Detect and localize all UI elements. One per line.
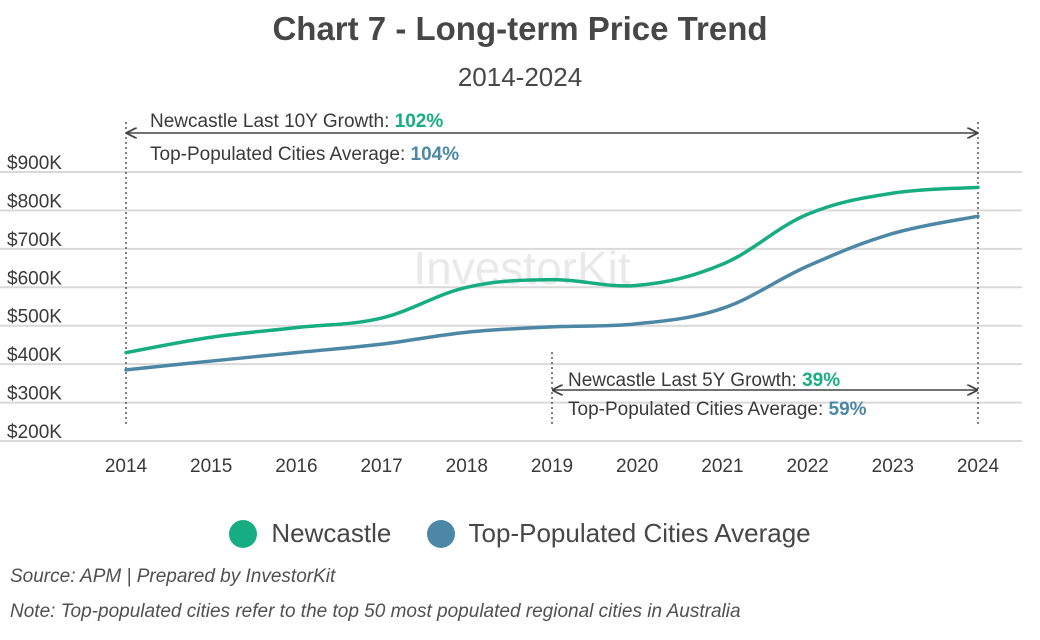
x-tick-label: 2017	[360, 456, 402, 477]
legend-marker-newcastle	[229, 519, 258, 548]
x-tick-label: 2018	[446, 456, 488, 477]
y-tick-label: $900K	[7, 153, 62, 174]
y-tick-label: $400K	[7, 345, 62, 366]
ten-year-cities-annotation: Top-Populated Cities Average: 104%	[150, 144, 459, 165]
y-tick-label: $200K	[7, 422, 62, 443]
footnote: Note: Top-populated cities refer to the …	[10, 601, 741, 622]
x-tick-label: 2021	[701, 456, 743, 477]
x-tick-label: 2019	[531, 456, 573, 477]
y-tick-label: $500K	[7, 307, 62, 328]
source-note: Source: APM | Prepared by InvestorKit	[10, 566, 336, 587]
ten-year-cities-annotation-label: Top-Populated Cities Average:	[150, 144, 411, 165]
y-tick-label: $800K	[7, 191, 62, 212]
y-tick-label: $300K	[7, 384, 62, 405]
five-year-newcastle-annotation-label: Newcastle Last 5Y Growth:	[568, 370, 802, 391]
five-year-cities-annotation: Top-Populated Cities Average: 59%	[568, 399, 867, 420]
y-tick-label: $700K	[7, 230, 62, 251]
x-tick-label: 2024	[957, 456, 1000, 477]
legend-label-newcastle: Newcastle	[271, 518, 392, 548]
legend: Newcastle Top-Populated Cities Average	[0, 518, 1040, 555]
chart-title: Chart 7 - Long-term Price Trend	[272, 10, 768, 47]
legend-item-cities: Top-Populated Cities Average	[426, 518, 811, 549]
series-line-cities	[124, 214, 980, 372]
ten-year-cities-annotation-value: 104%	[411, 144, 460, 165]
x-tick-label: 2015	[190, 456, 232, 477]
legend-item-newcastle: Newcastle	[229, 518, 391, 549]
y-tick-label: $600K	[7, 268, 62, 289]
legend-label-cities: Top-Populated Cities Average	[468, 518, 811, 548]
x-tick-label: 2023	[872, 456, 914, 477]
five-year-newcastle-annotation-value: 39%	[802, 370, 840, 391]
x-tick-label: 2016	[275, 456, 317, 477]
series-line-newcastle	[124, 185, 980, 355]
ten-year-newcastle-annotation-value: 102%	[395, 111, 444, 132]
line-chart: InvestorKit $200K $300K $400K $500K $600K $700…	[0, 111, 1022, 477]
watermark-text: InvestorKit	[413, 242, 631, 294]
five-year-cities-annotation-label: Top-Populated Cities Average:	[568, 399, 829, 420]
x-tick-label: 2020	[616, 456, 658, 477]
x-tick-label: 2022	[786, 456, 828, 477]
five-year-cities-annotation-value: 59%	[829, 399, 867, 420]
ten-year-newcastle-annotation: Newcastle Last 10Y Growth: 102%	[150, 111, 443, 132]
ten-year-newcastle-annotation-label: Newcastle Last 10Y Growth:	[150, 111, 395, 132]
five-year-newcastle-annotation: Newcastle Last 5Y Growth: 39%	[568, 370, 840, 391]
x-tick-label: 2014	[105, 456, 148, 477]
legend-marker-cities	[426, 519, 455, 548]
chart-subtitle: 2014-2024	[457, 62, 583, 92]
